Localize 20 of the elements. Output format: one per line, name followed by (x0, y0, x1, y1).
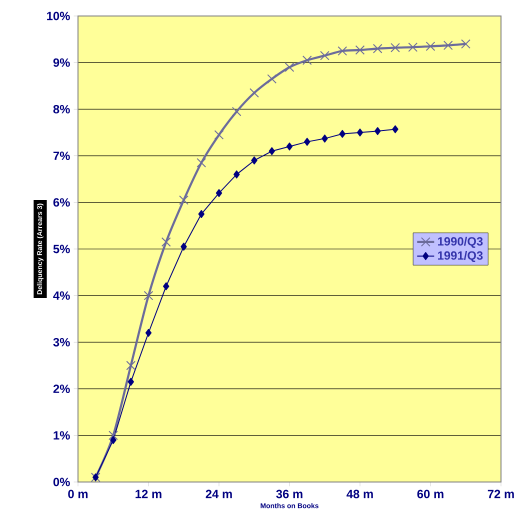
y-tick-label: 9% (53, 58, 70, 67)
x-tick-label: 24 m (206, 490, 232, 498)
y-tick-label: 6% (53, 198, 70, 207)
y-tick-label: 0% (53, 478, 70, 486)
y-tick-label: 5% (53, 244, 70, 254)
y-tick-label: 8% (53, 104, 70, 114)
y-tick-label: 7% (53, 152, 70, 160)
x-tick-label: 72 m (488, 490, 514, 498)
x-tick-label: 12 m (136, 490, 162, 498)
y-tick-label: 3% (53, 338, 70, 346)
x-tick-label: 60 m (417, 490, 444, 498)
legend-label: 1991/Q3 (438, 250, 483, 262)
y-tick-label: 1% (54, 431, 70, 440)
legend-label: 1990/Q3 (438, 236, 483, 248)
x-tick-label: 48 m (346, 490, 373, 498)
x-tick-label: 0 m (68, 490, 88, 498)
y-tick-label: 4% (53, 291, 70, 300)
x-tick-label: 36 m (276, 490, 302, 498)
y-tick-label: 10% (47, 12, 70, 20)
y-tick-label: 2% (53, 384, 70, 394)
